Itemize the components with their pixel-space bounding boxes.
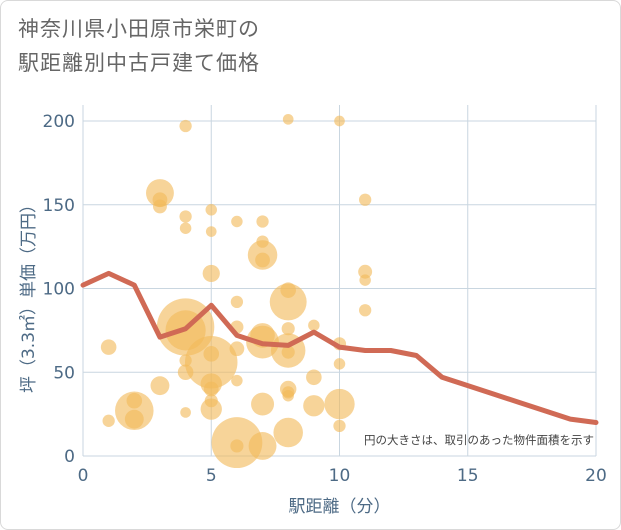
- data-bubble: [359, 274, 371, 286]
- data-bubble: [179, 354, 192, 367]
- data-bubble: [231, 215, 243, 228]
- data-bubble: [205, 226, 217, 237]
- data-bubble: [281, 345, 295, 359]
- data-bubble: [177, 364, 194, 381]
- average-price-line: [80, 270, 599, 425]
- chart-title-line-1: 神奈川県小田原市栄町の: [18, 17, 260, 41]
- data-bubble: [100, 339, 117, 355]
- data-bubble: [281, 322, 295, 336]
- data-bubble: [359, 193, 372, 206]
- y-tick-label: 150: [43, 196, 75, 216]
- grid-lines: [82, 105, 597, 457]
- data-bubble: [179, 222, 192, 234]
- data-bubble: [255, 252, 270, 268]
- data-bubble: [205, 204, 217, 216]
- data-bubble: [303, 395, 325, 417]
- data-bubble: [230, 295, 244, 309]
- x-tick-label: 5: [206, 466, 217, 486]
- data-bubble: [333, 419, 346, 432]
- data-bubble: [282, 113, 294, 125]
- data-bubble: [180, 407, 191, 418]
- data-bubble: [324, 388, 355, 420]
- y-tick-label: 50: [53, 363, 75, 383]
- data-bubble: [359, 304, 372, 317]
- data-bubble: [251, 392, 275, 416]
- data-bubble: [256, 215, 269, 228]
- size-legend-note: 円の大きさは、取引のあった物件面積を示す: [364, 433, 594, 447]
- data-bubble: [124, 409, 144, 429]
- average-line-series: [80, 270, 599, 425]
- x-tick-label: 0: [78, 466, 89, 486]
- data-bubble: [179, 210, 192, 223]
- data-bubble: [358, 264, 373, 279]
- data-bubble: [185, 335, 238, 389]
- data-bubble: [248, 432, 277, 460]
- y-tick-label: 0: [64, 447, 75, 467]
- data-bubble: [273, 417, 303, 448]
- bubble-series: [100, 113, 373, 469]
- data-bubble: [306, 369, 322, 386]
- data-bubble: [102, 414, 115, 427]
- data-bubble: [230, 439, 244, 453]
- data-bubble: [150, 376, 170, 396]
- y-tick-label: 100: [43, 280, 75, 300]
- data-bubble: [231, 374, 243, 387]
- y-tick-label: 200: [43, 112, 75, 132]
- data-bubble: [269, 283, 307, 321]
- data-bubble: [203, 381, 219, 397]
- x-tick-label: 15: [457, 466, 479, 486]
- data-bubble: [282, 389, 294, 402]
- data-bubble: [334, 115, 345, 127]
- data-bubble: [308, 319, 320, 332]
- data-bubble: [152, 199, 167, 214]
- data-bubble: [202, 264, 220, 283]
- data-bubble: [333, 358, 346, 370]
- y-axis-title: 坪（3.3㎡）単価（万円）: [19, 196, 39, 393]
- x-axis-title: 駅距離（分）: [289, 497, 391, 517]
- x-tick-label: 10: [329, 466, 351, 486]
- data-bubble: [179, 119, 192, 133]
- chart-title: 神奈川県小田原市栄町の 駅距離別中古戸建て価格: [18, 12, 438, 80]
- chart-title-line-2: 駅距離別中古戸建て価格: [18, 51, 260, 75]
- data-bubble: [200, 398, 222, 420]
- x-tick-label: 20: [585, 466, 607, 486]
